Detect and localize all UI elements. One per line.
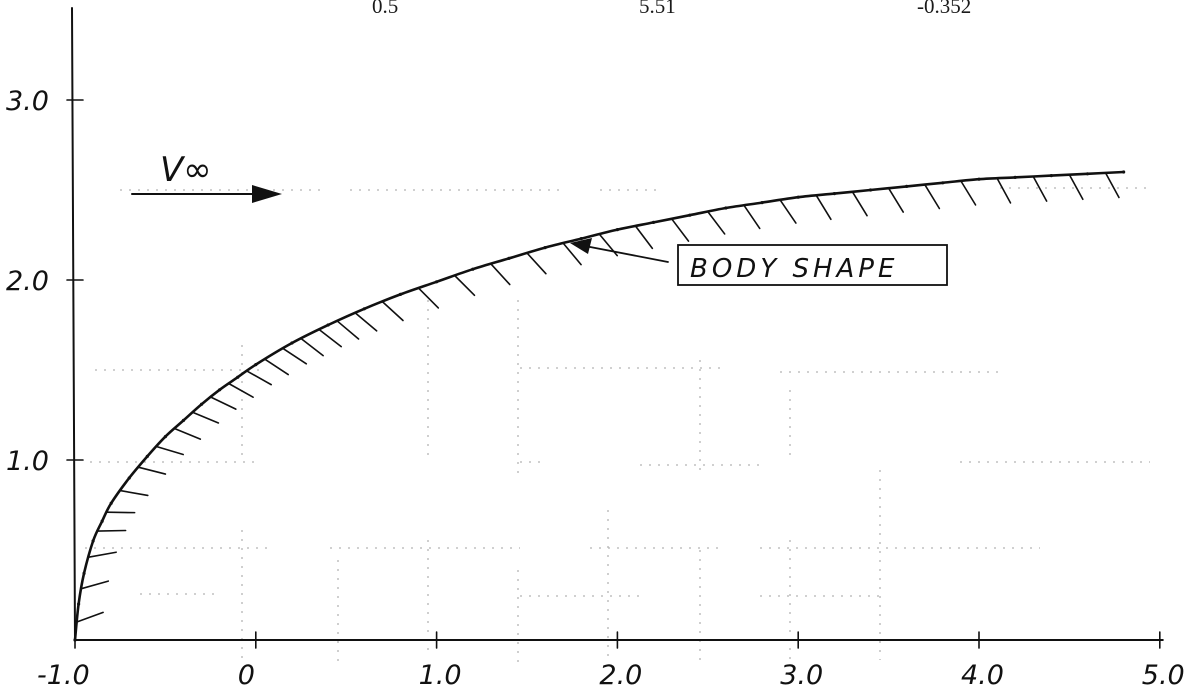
body-hatch-mark [173, 427, 202, 440]
x-tick-label: 2.0 [599, 660, 642, 687]
x-tick-label: 3.0 [780, 660, 823, 687]
body-hatch-mark [209, 396, 237, 410]
header-value-2: 5.51 [639, 0, 676, 18]
body-hatch-mark [634, 225, 654, 250]
tick-labels: -1.0 0 1.0 2.0 3.0 4.0 5.0 1.0 2.0 3.0 [6, 86, 1185, 687]
velocity-indicator: V∞ [131, 150, 282, 203]
body-hatch-mark [743, 204, 761, 230]
body-hatch-mark [670, 218, 690, 242]
y-axis-line [71, 7, 76, 641]
x-tick-label: -1.0 [37, 660, 90, 687]
background-dotted-guides [85, 187, 1150, 665]
body-hatch-mark [264, 358, 290, 376]
body-hatch-mark [87, 551, 117, 559]
body-hatch-mark [706, 210, 726, 235]
header-value-1: 0.5 [372, 0, 399, 18]
body-shape-curve [73, 170, 1125, 642]
body-hatch-mark [851, 191, 868, 217]
body-hatch-mark [354, 312, 378, 332]
chart-axes [71, 7, 1164, 641]
body-hatch-mark [562, 242, 582, 266]
body-hatch-mark [76, 611, 104, 623]
body-hatch-mark [417, 287, 440, 309]
body-surface-hatching [73, 170, 1126, 642]
callout-arrowhead-icon [570, 238, 592, 254]
body-hatch-mark [1032, 175, 1048, 202]
body-hatch-mark [318, 328, 343, 348]
body-hatch-mark [137, 466, 167, 475]
body-shape-label-box [677, 244, 948, 286]
body-hatch-mark [779, 199, 797, 224]
header-value-3: -0.352 [917, 0, 972, 18]
body-hatch-mark [996, 177, 1012, 204]
x-tick-label: 1.0 [419, 660, 462, 687]
body-hatch-mark [300, 337, 324, 357]
body-hatch-mark [815, 194, 832, 221]
y-tick-label: 1.0 [6, 446, 49, 477]
body-hatch-mark [526, 252, 547, 275]
body-hatch-mark [1104, 172, 1120, 199]
body-hatch-mark [227, 382, 254, 399]
body-hatch-mark [191, 411, 220, 424]
body-hatch-mark [887, 187, 905, 213]
body-hatch-mark [155, 445, 184, 456]
body-hatch-mark [245, 370, 272, 386]
tick-marks [66, 99, 1161, 649]
body-hatch-mark [336, 320, 360, 340]
body-hatch-mark [923, 183, 941, 210]
freestream-velocity-label: V∞ [160, 150, 212, 190]
x-tick-label: 5.0 [1142, 660, 1185, 687]
body-hatch-mark [381, 300, 404, 322]
body-hatch-mark [119, 489, 149, 497]
body-hatch-mark [960, 180, 977, 206]
freestream-arrowhead-icon [252, 185, 282, 203]
y-tick-label: 2.0 [6, 266, 49, 297]
body-hatch-mark [490, 262, 511, 286]
x-tick-label: 4.0 [961, 660, 1004, 687]
body-hatch-mark [1068, 173, 1084, 201]
body-hatch-mark [453, 274, 476, 297]
y-tick-label: 3.0 [6, 86, 49, 117]
callout-leader-line [584, 245, 669, 263]
body-hatch-mark [282, 347, 308, 365]
x-tick-label: 0 [238, 660, 255, 687]
body-shape-label: BODY SHAPE [690, 254, 898, 284]
body-shape-callout: BODY SHAPE [570, 238, 948, 286]
body-hatch-mark [96, 529, 127, 532]
body-hatch-mark [80, 580, 110, 590]
